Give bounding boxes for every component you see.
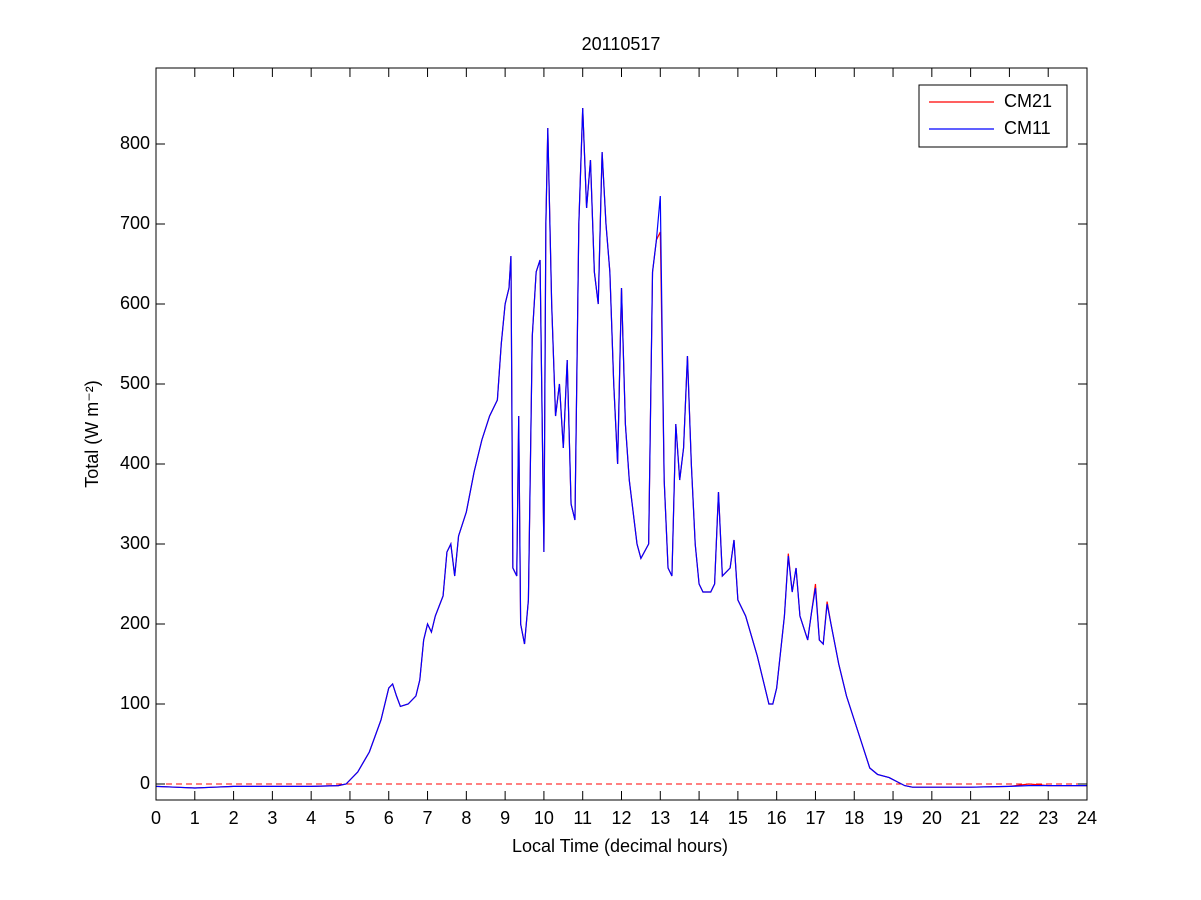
y-tick-label: 0 xyxy=(140,773,150,793)
x-tick-label: 21 xyxy=(961,808,981,828)
series-line xyxy=(155,107,1087,789)
y-axis-label: Total (W m⁻²) xyxy=(82,380,102,488)
x-tick-label: 4 xyxy=(306,808,316,828)
y-tick-label: 100 xyxy=(120,693,150,713)
x-tick-label: 13 xyxy=(650,808,670,828)
y-tick-label: 300 xyxy=(120,533,150,553)
x-tick-label: 9 xyxy=(500,808,510,828)
x-tick-label: 22 xyxy=(999,808,1019,828)
x-tick-label: 8 xyxy=(461,808,471,828)
x-tick-label: 24 xyxy=(1077,808,1097,828)
x-tick-label: 1 xyxy=(190,808,200,828)
y-tick-label: 700 xyxy=(120,213,150,233)
x-axis-label: Local Time (decimal hours) xyxy=(512,836,728,856)
x-tick-label: 14 xyxy=(689,808,709,828)
x-tick-label: 18 xyxy=(844,808,864,828)
x-tick-label: 17 xyxy=(805,808,825,828)
y-tick-label: 600 xyxy=(120,293,150,313)
x-tick-label: 16 xyxy=(767,808,787,828)
x-tick-label: 19 xyxy=(883,808,903,828)
y-tick-label: 800 xyxy=(120,133,150,153)
x-tick-label: 12 xyxy=(611,808,631,828)
y-tick-label: 200 xyxy=(120,613,150,633)
y-tick-label: 500 xyxy=(120,373,150,393)
y-tick-label: 400 xyxy=(120,453,150,473)
x-tick-label: 0 xyxy=(151,808,161,828)
x-tick-label: 5 xyxy=(345,808,355,828)
x-tick-label: 23 xyxy=(1038,808,1058,828)
x-tick-label: 11 xyxy=(573,808,592,828)
x-tick-label: 3 xyxy=(267,808,277,828)
legend-box xyxy=(918,84,1068,148)
x-tick-label: 7 xyxy=(423,808,433,828)
legend-label: CM21 xyxy=(1004,91,1052,111)
x-tick-label: 15 xyxy=(728,808,748,828)
legend-label: CM11 xyxy=(1004,118,1051,138)
x-tick-label: 20 xyxy=(922,808,942,828)
chart-title: 20110517 xyxy=(582,34,661,54)
x-tick-label: 6 xyxy=(384,808,394,828)
x-tick-label: 2 xyxy=(229,808,239,828)
x-tick-label: 10 xyxy=(534,808,554,828)
